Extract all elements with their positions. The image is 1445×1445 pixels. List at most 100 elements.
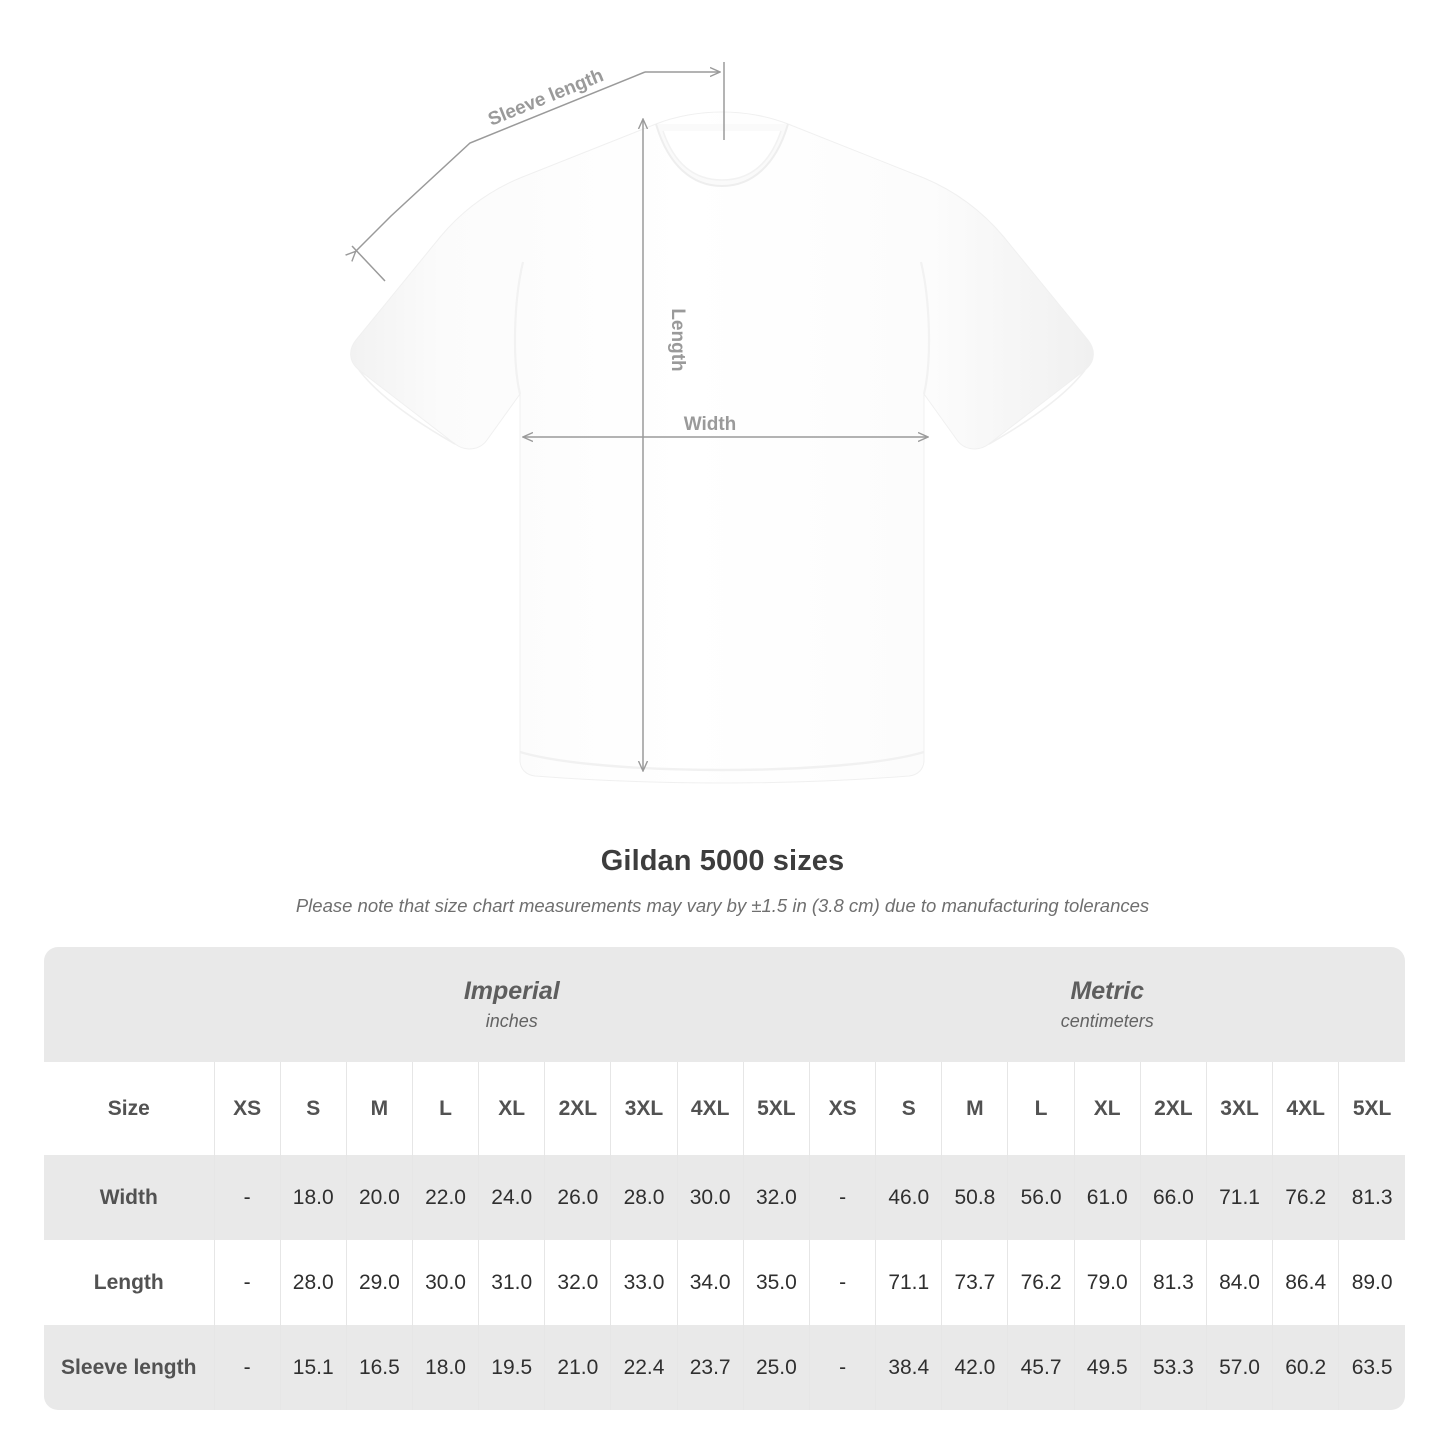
row-label-width: Width <box>44 1155 214 1240</box>
cell-sleeve-imperial-xl: 19.5 <box>478 1325 545 1410</box>
cell-sleeve-imperial-2xl: 21.0 <box>544 1325 611 1410</box>
tshirt-measurement-diagram: Sleeve length Length Width <box>0 62 1094 784</box>
metric-unit-sub: centimeters <box>1060 1011 1154 1032</box>
cell-sleeve-metric-xl: 49.5 <box>1073 1325 1141 1410</box>
size-header-metric-xs: XS <box>809 1062 876 1155</box>
size-header-row: Size XS S M L XL 2XL 3XL 4XL 5XL XS S M … <box>44 1062 1406 1155</box>
size-header-metric-l: L <box>1007 1062 1075 1155</box>
cell-length-metric-xl: 79.0 <box>1073 1240 1141 1325</box>
cell-length-imperial-m: 29.0 <box>345 1240 413 1325</box>
cell-width-metric-2xl: 66.0 <box>1139 1155 1207 1240</box>
size-header-metric-5xl: 5XL <box>1338 1062 1406 1155</box>
length-label: Length <box>667 308 688 371</box>
cell-sleeve-imperial-s: 15.1 <box>279 1325 347 1410</box>
size-header-imperial-m: M <box>345 1062 413 1155</box>
cell-length-imperial-5xl: 35.0 <box>742 1240 810 1325</box>
cell-length-metric-3xl: 84.0 <box>1205 1240 1273 1325</box>
cell-length-imperial-s: 28.0 <box>279 1240 347 1325</box>
cell-width-metric-m: 50.8 <box>941 1155 1008 1240</box>
table-row: Sleeve length - 15.1 16.5 18.0 19.5 21.0… <box>44 1325 1406 1410</box>
cell-sleeve-imperial-xs: - <box>213 1325 281 1410</box>
cell-sleeve-imperial-5xl: 25.0 <box>742 1325 810 1410</box>
cell-length-imperial-2xl: 32.0 <box>544 1240 611 1325</box>
cell-sleeve-imperial-m: 16.5 <box>345 1325 413 1410</box>
cell-sleeve-metric-l: 45.7 <box>1007 1325 1075 1410</box>
left-sleeve-seam <box>513 261 525 395</box>
cell-length-metric-4xl: 86.4 <box>1272 1240 1339 1325</box>
imperial-unit-name: Imperial <box>463 976 560 1005</box>
cell-width-metric-xl: 61.0 <box>1073 1155 1141 1240</box>
tshirt-body-shape <box>350 111 1094 784</box>
left-sleeve-hem <box>358 369 456 445</box>
size-header-metric-s: S <box>875 1062 942 1155</box>
cell-sleeve-imperial-3xl: 22.4 <box>610 1325 678 1410</box>
size-header-imperial-2xl: 2XL <box>544 1062 611 1155</box>
table-row: Width - 18.0 20.0 22.0 24.0 26.0 28.0 30… <box>44 1155 1406 1240</box>
cell-length-metric-5xl: 89.0 <box>1338 1240 1406 1325</box>
cell-sleeve-metric-2xl: 53.3 <box>1139 1325 1207 1410</box>
size-header-imperial-xl: XL <box>478 1062 545 1155</box>
cell-sleeve-imperial-4xl: 23.7 <box>676 1325 744 1410</box>
size-header-label: Size <box>44 1062 214 1155</box>
cell-sleeve-metric-xs: - <box>809 1325 876 1410</box>
cell-width-imperial-s: 18.0 <box>279 1155 347 1240</box>
size-header-imperial-3xl: 3XL <box>610 1062 678 1155</box>
size-table: Imperial inches Metric centimeters Size … <box>44 947 1406 1410</box>
cell-length-imperial-4xl: 34.0 <box>676 1240 744 1325</box>
cell-length-imperial-xl: 31.0 <box>478 1240 545 1325</box>
cell-length-metric-xs: - <box>809 1240 876 1325</box>
sleeve-length-diagonal-line <box>355 71 646 252</box>
sleeve-length-end-tick <box>351 245 386 282</box>
page-title: Gildan 5000 sizes <box>600 845 845 877</box>
cell-sleeve-metric-3xl: 57.0 <box>1205 1325 1273 1410</box>
size-header-metric-4xl: 4XL <box>1272 1062 1339 1155</box>
cell-width-imperial-xl: 24.0 <box>478 1155 545 1240</box>
tshirt-collar-inner <box>662 130 782 181</box>
tshirt-illustration <box>350 111 1094 784</box>
cell-sleeve-metric-5xl: 63.5 <box>1338 1325 1406 1410</box>
right-sleeve-hem <box>988 369 1086 445</box>
cell-width-metric-5xl: 81.3 <box>1338 1155 1406 1240</box>
right-sleeve-seam <box>919 261 931 395</box>
cell-length-metric-l: 76.2 <box>1007 1240 1075 1325</box>
size-header-imperial-s: S <box>279 1062 347 1155</box>
cell-length-imperial-3xl: 33.0 <box>610 1240 678 1325</box>
tshirt-hem <box>519 750 925 772</box>
cell-width-metric-xs: - <box>809 1155 876 1240</box>
size-header-metric-2xl: 2XL <box>1139 1062 1207 1155</box>
cell-width-imperial-l: 22.0 <box>411 1155 479 1240</box>
cell-width-imperial-m: 20.0 <box>345 1155 413 1240</box>
size-header-imperial-l: L <box>411 1062 479 1155</box>
size-header-imperial-4xl: 4XL <box>676 1062 744 1155</box>
title-block: Gildan 5000 sizes Please note that size … <box>0 845 1445 917</box>
table-row: Length - 28.0 29.0 30.0 31.0 32.0 33.0 3… <box>44 1240 1406 1325</box>
row-label-length: Length <box>44 1240 214 1325</box>
cell-width-imperial-xs: - <box>213 1155 281 1240</box>
cell-sleeve-imperial-l: 18.0 <box>411 1325 479 1410</box>
metric-unit-header: Metric centimeters <box>809 947 1406 1062</box>
cell-length-imperial-l: 30.0 <box>411 1240 479 1325</box>
cell-width-metric-s: 46.0 <box>875 1155 942 1240</box>
cell-width-imperial-5xl: 32.0 <box>742 1155 810 1240</box>
cell-width-metric-l: 56.0 <box>1007 1155 1075 1240</box>
unit-banner-spacer <box>44 947 214 1062</box>
width-label: Width <box>684 414 737 435</box>
row-label-sleeve-length: Sleeve length <box>44 1325 214 1410</box>
cell-length-imperial-xs: - <box>213 1240 281 1325</box>
size-header-metric-m: M <box>941 1062 1008 1155</box>
cell-width-imperial-2xl: 26.0 <box>544 1155 611 1240</box>
size-table-container: Imperial inches Metric centimeters Size … <box>44 947 1406 1410</box>
cell-width-metric-4xl: 76.2 <box>1272 1155 1339 1240</box>
size-header-metric-xl: XL <box>1073 1062 1141 1155</box>
tolerance-note: Please note that size chart measurements… <box>295 895 1150 916</box>
imperial-unit-sub: inches <box>485 1011 538 1032</box>
cell-width-imperial-4xl: 30.0 <box>676 1155 744 1240</box>
cell-sleeve-metric-4xl: 60.2 <box>1272 1325 1339 1410</box>
size-header-imperial-5xl: 5XL <box>742 1062 810 1155</box>
cell-length-metric-s: 71.1 <box>875 1240 942 1325</box>
imperial-unit-header: Imperial inches <box>214 947 810 1062</box>
cell-width-metric-3xl: 71.1 <box>1205 1155 1273 1240</box>
metric-unit-name: Metric <box>1070 976 1145 1005</box>
size-header-imperial-xs: XS <box>213 1062 281 1155</box>
